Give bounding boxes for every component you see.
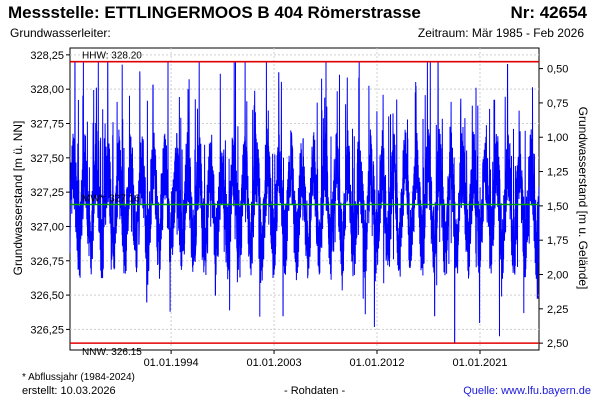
x-tick-label: 01.01.2003 [247, 357, 302, 369]
footnote: * Abflussjahr (1984-2024) [22, 372, 135, 383]
period-label: Zeitraum: Mär 1985 - Feb 2026 [417, 26, 584, 40]
reference-line-label: MW*: 327.16 [82, 193, 140, 204]
y-tick-label-right: 2,50 [547, 338, 568, 350]
y-tick-label-right: 0,50 [547, 64, 568, 76]
x-tick-label: 01.01.1994 [144, 357, 199, 369]
station-number: Nr: 42654 [510, 3, 587, 22]
y-tick-label-right: 1,75 [547, 235, 568, 247]
y-tick-label-right: 1,50 [547, 201, 568, 213]
y-tick-label-right: 0,75 [547, 98, 568, 110]
y-tick-label-left: 327,25 [30, 187, 64, 199]
y-tick-label-right: 2,25 [547, 304, 568, 316]
page-title: Messstelle: ETTLINGERMOOS B 404 Römerstr… [8, 3, 421, 22]
x-tick-label: 01.01.2021 [452, 357, 507, 369]
y-tick-label-left: 327,50 [30, 153, 64, 165]
reference-lines: HHW: 328.20 MW*: 327.16 NNW: 326.15 [70, 51, 539, 358]
y-tick-label-right: 2,00 [547, 270, 568, 282]
x-tick-label: 01.01.2012 [349, 357, 404, 369]
reference-line-label: HHW: 328.20 [82, 51, 142, 62]
y-tick-label-right: 1,00 [547, 132, 568, 144]
y-axis-label-right: Grundwasserstand [m u. Gelände] [576, 107, 590, 290]
y-tick-label-left: 327,00 [30, 221, 64, 233]
aquifer-label: Grundwasserleiter: [10, 26, 111, 40]
raw-data-label: - Rohdaten - [284, 385, 346, 397]
y-tick-label-right: 1,25 [547, 167, 568, 179]
y-tick-label-left: 326,75 [30, 256, 64, 268]
series-layer [69, 61, 540, 344]
source-link[interactable]: Quelle: www.lfu.bayern.de [463, 385, 591, 397]
y-tick-label-left: 328,00 [30, 84, 64, 96]
y-tick-label-left: 327,75 [30, 119, 64, 131]
axes: 328,25 328,00 327,75 327,50 327,25 327,00 326,… [30, 50, 568, 369]
y-tick-label-left: 326,50 [30, 290, 64, 302]
created-date: erstellt: 10.03.2026 [22, 385, 116, 397]
groundwater-series-line [69, 61, 540, 344]
y-tick-label-left: 326,25 [30, 324, 64, 336]
reference-line-label: NNW: 326.15 [82, 347, 142, 358]
y-axis-label-left: Grundwasserstand [m ü. NN] [11, 121, 25, 276]
y-tick-label-left: 328,25 [30, 50, 64, 62]
